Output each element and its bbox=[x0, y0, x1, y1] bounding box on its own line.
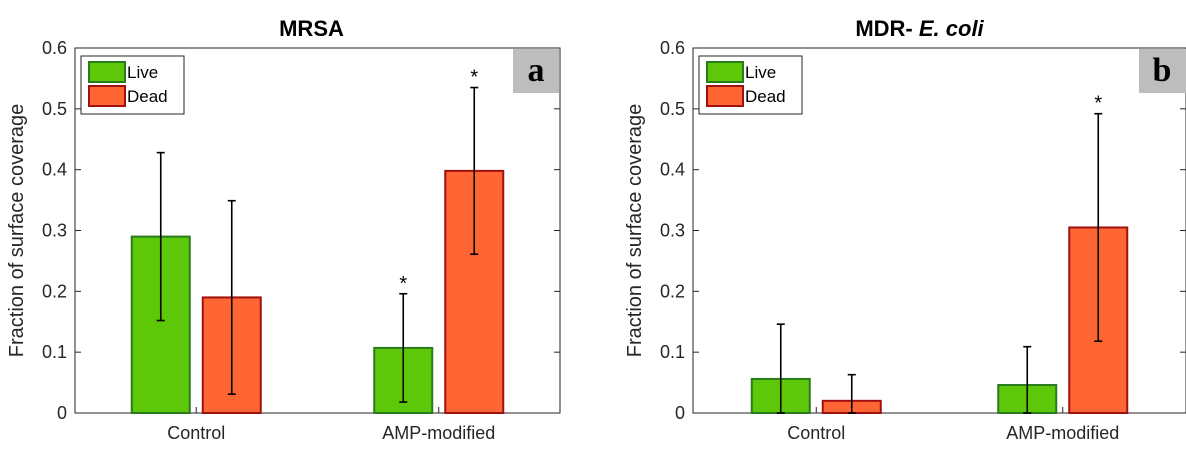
y-axis-label: Fraction of surface coverage bbox=[624, 104, 646, 357]
y-tick-label: 0.5 bbox=[42, 99, 67, 119]
panel-tag-label: b bbox=[1153, 52, 1172, 89]
y-tick-label: 0.6 bbox=[42, 38, 67, 58]
y-tick-label: 0.2 bbox=[660, 281, 685, 301]
y-tick-label: 0.5 bbox=[660, 99, 685, 119]
x-tick-label: AMP-modified bbox=[382, 423, 495, 443]
legend-swatch-live bbox=[706, 61, 744, 83]
legend-label-dead: Dead bbox=[745, 87, 786, 106]
y-tick-label: 0.2 bbox=[42, 281, 67, 301]
y-tick-label: 0.6 bbox=[660, 38, 685, 58]
panel-tag-label: a bbox=[528, 52, 545, 89]
y-tick-label: 0 bbox=[57, 403, 67, 423]
panel-tag-box bbox=[1139, 49, 1186, 93]
significance-marker: * bbox=[1094, 93, 1102, 115]
chart-title-part: E. coli bbox=[919, 16, 985, 41]
chart-panel-a: 0 0.1 0.2 0.3 0.4 0.5 0.6 Fraction of surface c… bbox=[6, 16, 561, 443]
chart-title-part: MDR- bbox=[855, 16, 919, 41]
y-axis-label: Fraction of surface coverage bbox=[6, 104, 28, 357]
legend-label-live: Live bbox=[127, 63, 158, 82]
y-tick-label: 0.3 bbox=[660, 221, 685, 241]
legend-swatch-live bbox=[88, 61, 126, 83]
x-tick-label: AMP-modified bbox=[1006, 423, 1119, 443]
panel-tag-box bbox=[513, 49, 559, 93]
chart-title: MDR- E. coli bbox=[855, 16, 984, 41]
y-tick-label: 0.3 bbox=[42, 221, 67, 241]
x-tick-label: Control bbox=[787, 423, 845, 443]
y-tick-label: 0.1 bbox=[660, 342, 685, 362]
x-tick-label: Control bbox=[167, 423, 225, 443]
y-tick-label: 0.1 bbox=[42, 342, 67, 362]
chart-title-part: MRSA bbox=[279, 16, 344, 41]
legend-label-dead: Dead bbox=[127, 87, 168, 106]
significance-marker: * bbox=[470, 67, 478, 89]
legend-swatch-dead bbox=[706, 85, 744, 107]
y-tick-label: 0 bbox=[675, 403, 685, 423]
chart-title: MRSA bbox=[279, 16, 344, 41]
significance-marker: * bbox=[399, 273, 407, 295]
chart-panel-b: 0 0.1 0.2 0.3 0.4 0.5 0.6 Fraction of surface c… bbox=[624, 16, 1186, 443]
legend-label-live: Live bbox=[745, 63, 776, 82]
legend-swatch-dead bbox=[88, 85, 126, 107]
y-tick-label: 0.4 bbox=[660, 160, 685, 180]
y-tick-label: 0.4 bbox=[42, 160, 67, 180]
